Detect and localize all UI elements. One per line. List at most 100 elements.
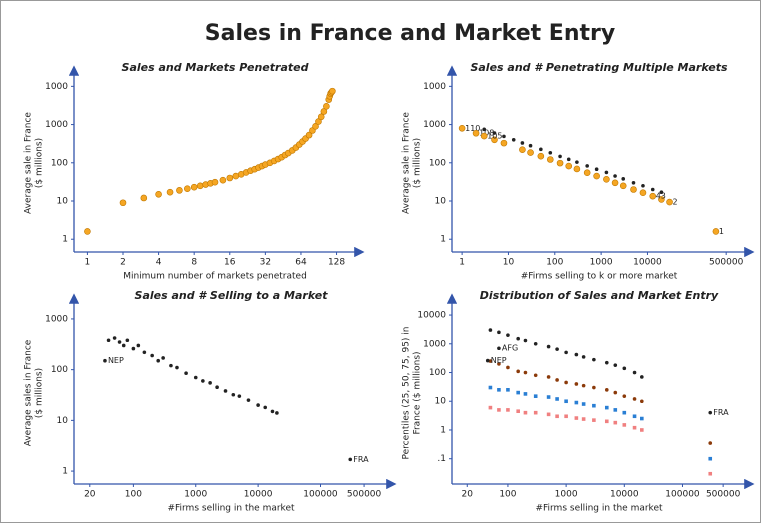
point <box>613 363 618 367</box>
x-tick-label: 100 <box>499 490 516 500</box>
y-tick-label: 100 <box>51 365 68 375</box>
point <box>497 362 501 366</box>
point <box>574 382 579 386</box>
point <box>555 347 559 351</box>
x-tick-label: 1000 <box>184 490 207 500</box>
point <box>184 185 191 192</box>
panel-title: Sales and # Selling to a Market <box>135 289 329 302</box>
point <box>613 408 618 412</box>
x-tick-label: 1000 <box>590 258 613 268</box>
point <box>323 103 330 110</box>
point <box>155 190 162 198</box>
point <box>555 378 559 382</box>
point <box>506 388 510 392</box>
y-tick-label: 1000 <box>423 339 446 349</box>
panel-title: Sales and # Penetrating Multiple Markets <box>470 61 728 74</box>
point <box>546 156 554 163</box>
point <box>592 418 596 422</box>
point <box>581 355 586 359</box>
point <box>640 428 644 432</box>
point <box>208 381 212 385</box>
point <box>488 405 493 410</box>
x-tick-label: 4 <box>156 258 162 268</box>
point <box>603 175 610 183</box>
point <box>119 199 127 207</box>
point <box>488 359 493 363</box>
point <box>246 398 251 402</box>
point <box>488 385 493 390</box>
point <box>226 174 234 182</box>
point <box>640 416 644 421</box>
x-tick-label: 128 <box>328 258 345 268</box>
point <box>548 150 553 155</box>
point <box>574 416 579 420</box>
point <box>546 395 551 399</box>
point <box>193 375 198 380</box>
point <box>140 194 148 202</box>
point <box>573 165 581 173</box>
point <box>611 179 619 187</box>
point <box>184 371 188 376</box>
point <box>256 403 260 407</box>
point <box>106 338 111 343</box>
point-label: FRA <box>353 455 369 464</box>
point <box>150 353 154 358</box>
point <box>528 143 533 148</box>
y-tick-label: 1000 <box>423 82 446 92</box>
point <box>565 162 573 170</box>
point <box>488 328 493 332</box>
y-axis-label: ($ millions) <box>35 138 45 188</box>
point <box>500 139 508 147</box>
point <box>632 425 637 430</box>
x-tick-label: 2 <box>120 258 126 268</box>
x-tick-label: 20 <box>84 490 96 500</box>
point <box>196 182 204 190</box>
point <box>630 186 637 193</box>
point <box>558 154 562 159</box>
point <box>592 403 596 408</box>
point <box>649 192 657 200</box>
point <box>666 198 673 206</box>
point <box>482 127 487 132</box>
point <box>622 423 627 427</box>
x-tick-label: 100000 <box>303 490 338 500</box>
point <box>564 414 568 419</box>
point-label: 108 <box>479 129 494 138</box>
x-tick-label: 500000 <box>709 258 744 268</box>
point <box>632 414 637 419</box>
point <box>497 408 501 412</box>
y-tick-label: 1000 <box>45 120 68 130</box>
point <box>527 149 534 156</box>
point <box>516 390 520 395</box>
point <box>604 170 609 175</box>
point <box>640 399 644 404</box>
point <box>575 160 579 164</box>
x-tick-label: 10000 <box>610 490 639 500</box>
y-tick-label: 1000 <box>45 82 68 92</box>
y-axis-label: Average sale in France <box>24 112 34 214</box>
point <box>125 338 130 343</box>
point <box>604 419 609 424</box>
x-tick-label: 1 <box>85 258 91 268</box>
point <box>219 176 227 184</box>
point <box>546 412 551 417</box>
x-tick-label: 10 <box>503 258 515 268</box>
point <box>631 180 636 185</box>
x-tick-label: 100000 <box>665 490 700 500</box>
point <box>520 141 525 145</box>
point <box>317 113 325 121</box>
point <box>650 187 655 192</box>
point <box>485 358 490 363</box>
point <box>166 188 174 196</box>
x-tick-label: 32 <box>260 258 271 268</box>
y-tick-label: 1 <box>62 235 68 245</box>
point <box>84 228 91 235</box>
x-axis-label: #Firms selling in the market <box>167 504 295 514</box>
point <box>516 336 520 341</box>
y-tick-label: 10 <box>57 416 69 426</box>
x-axis-label: #Firms selling in the market <box>535 504 663 514</box>
point-label: 2 <box>673 198 678 207</box>
y-tick-label: .1 <box>437 454 446 464</box>
y-tick-label: 100 <box>51 158 68 168</box>
point <box>190 183 198 191</box>
